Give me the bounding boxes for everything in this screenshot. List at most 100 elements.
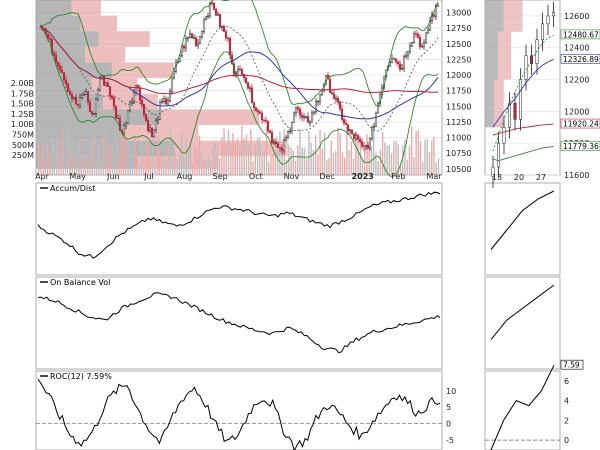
volume-bar (107, 146, 109, 175)
volume-bar (67, 126, 69, 175)
price-candle-body (296, 107, 300, 110)
price-candle-body (408, 45, 412, 52)
roc-zoom-panel (484, 370, 561, 450)
roc-tick-label: 5 (446, 403, 451, 412)
volume-bar (125, 134, 127, 175)
price-candle-body (308, 121, 312, 124)
volume-bar (247, 143, 250, 175)
price-candle-body (58, 65, 62, 71)
volume-bar (49, 152, 51, 175)
price-candle-body (154, 120, 158, 131)
price-candle-body (280, 147, 284, 152)
price-candle-body (128, 102, 132, 111)
price-candle-body (94, 98, 98, 114)
volume-bar (290, 147, 292, 175)
price-candle-body (282, 139, 286, 152)
volume-bar (183, 156, 185, 175)
price-candle-body (92, 113, 96, 115)
price-candle-body (344, 122, 348, 125)
volume-bar (292, 150, 294, 175)
price-candle-body (124, 122, 128, 126)
volume-bar (174, 152, 176, 175)
volume-bar (428, 151, 431, 175)
zoom-value-box (560, 54, 600, 64)
volume-bar (424, 139, 426, 175)
price-candle-body (390, 58, 394, 63)
price-candle-body (256, 110, 260, 113)
volume-bar (207, 155, 210, 175)
volume-profile-bar (36, 109, 159, 125)
volume-bar (127, 141, 129, 175)
volume-bar (373, 129, 375, 175)
volume-bar (93, 134, 96, 175)
price-candle-body (364, 144, 368, 148)
volume-bar (252, 161, 254, 175)
price-candle-body (144, 113, 148, 121)
zoom-value-label: 12480.67 (563, 30, 599, 39)
volume-bar (100, 161, 102, 175)
volume-bar (406, 159, 408, 175)
price-candle-body (122, 125, 126, 134)
price-candle-body (52, 52, 56, 56)
volume-profile-bar (36, 46, 86, 63)
zoom-value-box (560, 141, 600, 151)
bollinger-upper (39, 0, 439, 107)
volume-bar (116, 134, 118, 175)
accum-dist-title: Accum/Dist (50, 184, 95, 193)
volume-tick-label: 500M (12, 141, 34, 150)
price-candle-body (316, 100, 320, 103)
volume-bar (105, 126, 107, 175)
price-candle-body (248, 87, 252, 89)
volume-bar (332, 152, 335, 175)
obv-title: On Balance Vol (50, 278, 110, 287)
volume-bar (196, 150, 198, 175)
volume-bar (256, 137, 259, 175)
price-candle-body (410, 42, 414, 47)
volume-bar (259, 137, 261, 175)
volume-bar (40, 158, 42, 175)
volume-bar (51, 138, 53, 175)
price-candle-body (304, 116, 308, 118)
volume-bar (243, 138, 245, 175)
price-candle-body (292, 112, 296, 123)
price-candle-body (66, 83, 70, 93)
volume-bar (176, 160, 178, 175)
volume-bar (227, 129, 230, 175)
volume-bar (361, 159, 364, 175)
zoom-candle-body (546, 15, 550, 25)
volume-bar (165, 159, 167, 175)
price-candle-body (130, 100, 134, 103)
volume-bar (270, 156, 272, 175)
price-candle-body (338, 101, 342, 110)
volume-bar (75, 146, 78, 175)
price-candle-body (372, 126, 376, 129)
price-candle-body (290, 122, 294, 132)
price-candle-body (240, 69, 244, 75)
volume-bar (89, 145, 91, 175)
volume-bar (279, 131, 281, 175)
price-candle-body (260, 112, 264, 121)
volume-bar (58, 141, 60, 175)
price-candle-body (416, 34, 420, 38)
price-candle-body (86, 91, 90, 103)
price-candle-body (206, 15, 210, 18)
price-candle-body (184, 38, 188, 49)
price-candle-body (300, 114, 304, 118)
volume-profile-bar (71, 0, 101, 16)
volume-bar (408, 146, 411, 175)
volume-bar (350, 141, 353, 175)
volume-bar (71, 137, 73, 175)
roc-tick-label: 10 (446, 387, 456, 396)
volume-bar (73, 156, 76, 175)
price-candle-body (342, 119, 346, 124)
zoom-value-label: 11920.24 (563, 120, 599, 129)
volume-bar (96, 157, 98, 175)
volume-tick-label: 1.50B (11, 100, 34, 109)
volume-bar (335, 150, 337, 175)
zoom-profile-bar (485, 31, 499, 80)
price-candle-body (96, 89, 100, 100)
volume-bar (46, 140, 49, 175)
volume-bar (180, 132, 183, 175)
price-candle-body (56, 62, 60, 67)
volume-bar (55, 137, 58, 175)
